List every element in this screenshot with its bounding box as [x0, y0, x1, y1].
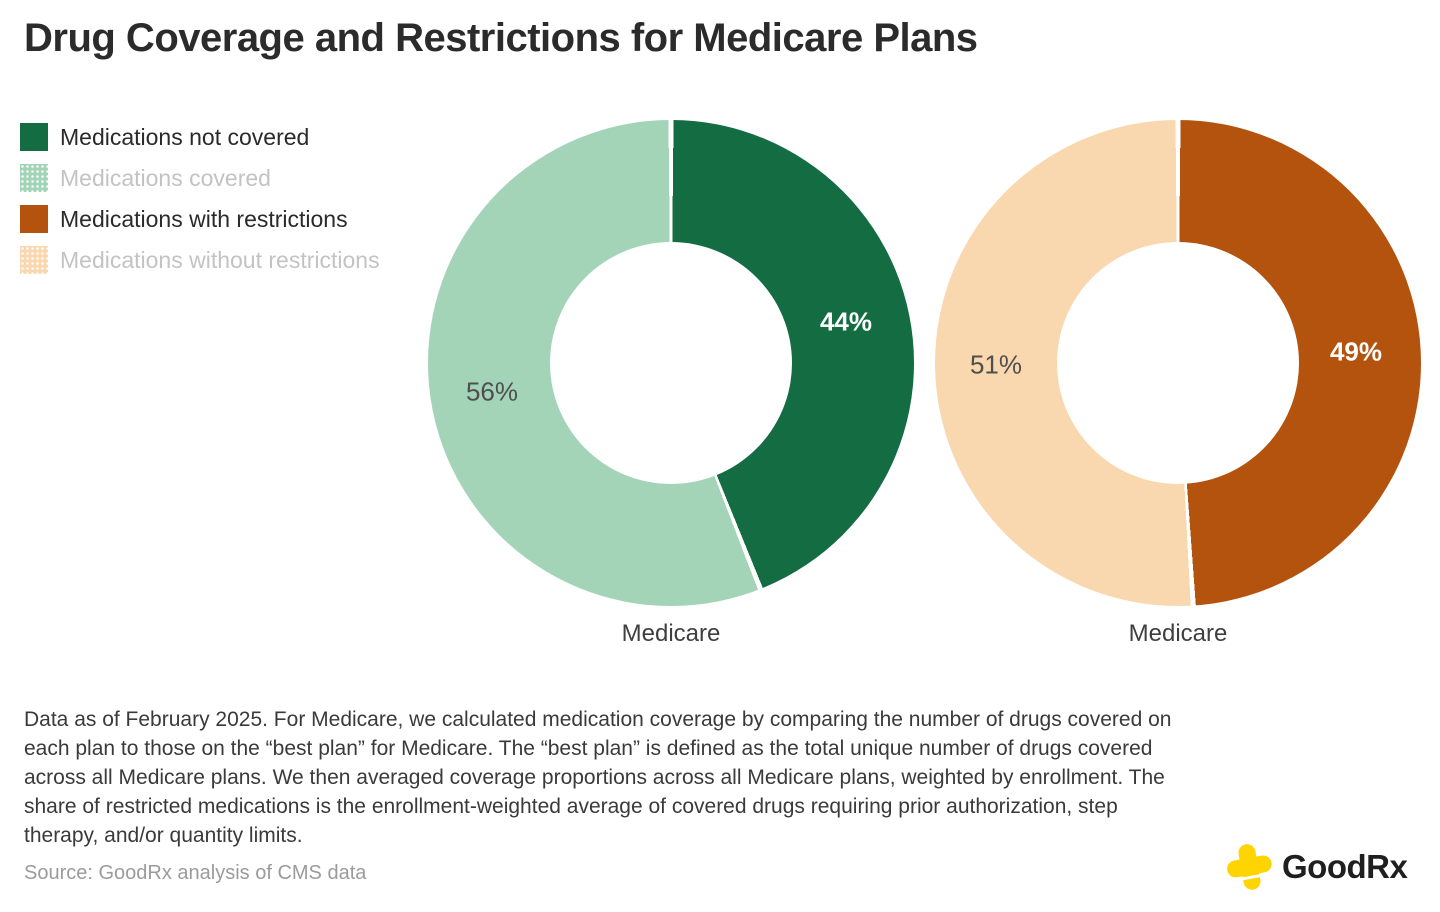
legend-label: Medications with restrictions — [60, 205, 348, 232]
legend-swatch-covered — [20, 164, 48, 192]
source-text: Source: GoodRx analysis of CMS data — [24, 862, 367, 884]
page-title: Drug Coverage and Restrictions for Medic… — [24, 16, 978, 60]
donut-restrictions: 49% 51% — [935, 120, 1421, 606]
legend-label: Medications covered — [60, 164, 271, 191]
legend-item-not-covered: Medications not covered — [20, 123, 380, 151]
legend-swatch-not-covered — [20, 123, 48, 151]
legend-swatch-with-restrictions — [20, 205, 48, 233]
goodrx-cross-icon — [1222, 838, 1276, 895]
donut-chart-restrictions: 49% 51% Medicare — [935, 120, 1421, 648]
donut-chart-coverage: 44% 56% Medicare — [428, 120, 914, 648]
legend-item-covered: Medications covered — [20, 164, 380, 192]
legend-label: Medications without restrictions — [60, 246, 380, 273]
category-label-medicare: Medicare — [1128, 620, 1228, 647]
legend-item-without-restrictions: Medications without restrictions — [20, 246, 380, 274]
data-label-covered: 56% — [465, 376, 519, 407]
footnote-text: Data as of February 2025. For Medicare, … — [24, 708, 1172, 847]
goodrx-logo: GoodRx — [1225, 842, 1408, 892]
legend-swatch-without-restrictions — [20, 246, 48, 274]
donut-hole — [1057, 242, 1299, 484]
category-label-medicare: Medicare — [621, 620, 721, 647]
donut-coverage: 44% 56% — [428, 120, 914, 606]
donut-hole — [550, 242, 792, 484]
legend-item-with-restrictions: Medications with restrictions — [20, 205, 380, 233]
goodrx-logo-text: GoodRx — [1282, 848, 1408, 885]
legend: Medications not covered Medications cove… — [20, 123, 380, 287]
data-label-with-restrictions: 49% — [1329, 336, 1383, 367]
legend-label: Medications not covered — [60, 123, 310, 150]
data-label-not-covered: 44% — [819, 306, 873, 337]
data-label-without-restrictions: 51% — [969, 349, 1023, 380]
